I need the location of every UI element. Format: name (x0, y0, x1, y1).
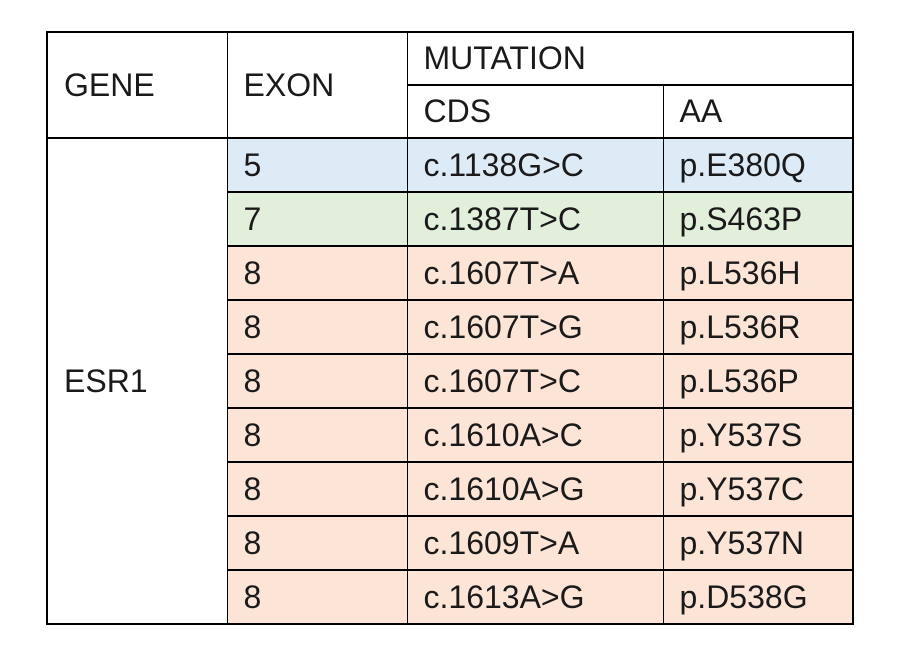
aa-cell: p.L536R (662, 299, 854, 355)
cds-cell: c.1607T>G (406, 299, 664, 355)
cds-cell: c.1138G>C (406, 137, 664, 193)
table-row: 8 c.1613A>G p.D538G (47, 569, 854, 625)
exon-cell: 7 (226, 191, 408, 247)
table-row: 8 c.1607T>G p.L536R (47, 299, 854, 355)
aa-cell: p.E380Q (662, 137, 854, 193)
cds-cell: c.1613A>G (406, 569, 664, 625)
table-row: 8 c.1610A>C p.Y537S (47, 407, 854, 463)
exon-cell: 8 (226, 569, 408, 625)
exon-cell: 8 (226, 353, 408, 409)
aa-cell: p.Y537S (662, 407, 854, 463)
table-row: 7 c.1387T>C p.S463P (47, 191, 854, 247)
cds-cell: c.1387T>C (406, 191, 664, 247)
exon-cell: 8 (226, 407, 408, 463)
table-body: ESR1 5 c.1138G>C p.E380Q 7 c.1387T>C p.S463P 8 c… (46, 137, 854, 625)
exon-cell: 8 (226, 245, 408, 301)
exon-cell: 8 (226, 515, 408, 571)
column-header-exon: EXON (226, 31, 408, 139)
mutation-table: GENE EXON MUTATION CDS AA ESR1 5 c.1138G>C… (46, 31, 854, 625)
exon-cell: 5 (226, 137, 408, 193)
cds-cell: c.1609T>A (406, 515, 664, 571)
table-row: 8 c.1607T>A p.L536H (47, 245, 854, 301)
column-header-aa: AA (662, 84, 854, 139)
exon-cell: 8 (226, 299, 408, 355)
aa-cell: p.L536H (662, 245, 854, 301)
aa-cell: p.S463P (662, 191, 854, 247)
table-row: 8 c.1610A>G p.Y537C (47, 461, 854, 517)
cds-cell: c.1610A>G (406, 461, 664, 517)
gene-cell: ESR1 (46, 137, 228, 625)
aa-cell: p.Y537C (662, 461, 854, 517)
column-header-cds: CDS (406, 84, 664, 139)
table-row: ESR1 5 c.1138G>C p.E380Q (46, 137, 854, 625)
table-row: 8 c.1609T>A p.Y537N (47, 515, 854, 571)
column-header-gene: GENE (46, 31, 228, 139)
aa-cell: p.D538G (662, 569, 854, 625)
cds-cell: c.1607T>A (406, 245, 664, 301)
aa-cell: p.Y537N (662, 515, 854, 571)
aa-cell: p.L536P (662, 353, 854, 409)
exon-cell: 8 (226, 461, 408, 517)
header-row-1: GENE EXON MUTATION (46, 31, 854, 139)
table-row: 8 c.1607T>C p.L536P (47, 353, 854, 409)
column-header-mutation: MUTATION (406, 31, 854, 86)
cds-cell: c.1610A>C (406, 407, 664, 463)
header-row-2: CDS AA (47, 84, 854, 139)
cds-cell: c.1607T>C (406, 353, 664, 409)
table-header: GENE EXON MUTATION CDS AA (46, 31, 854, 139)
